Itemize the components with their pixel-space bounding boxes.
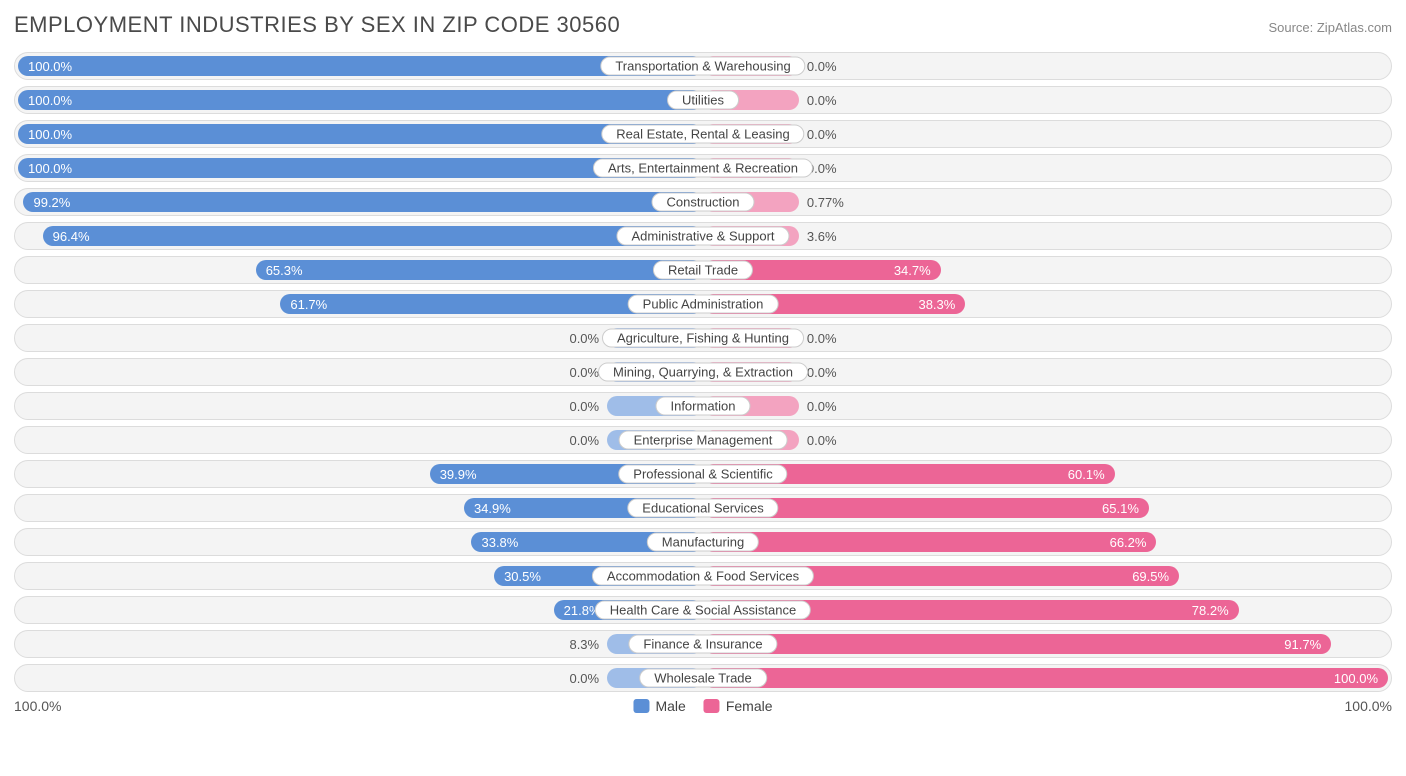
chart-row: 33.8% 66.2% Manufacturing [14, 528, 1392, 556]
category-label: Health Care & Social Assistance [595, 601, 811, 620]
value-male: 100.0% [28, 161, 72, 176]
category-label: Agriculture, Fishing & Hunting [602, 329, 804, 348]
chart-row: 0.0% 100.0% Utilities [14, 86, 1392, 114]
value-male: 34.9% [474, 501, 511, 516]
value-female: 0.77% [807, 192, 844, 212]
value-female: 0.0% [807, 90, 837, 110]
bar-female: 66.2% [703, 532, 1156, 552]
chart-header: EMPLOYMENT INDUSTRIES BY SEX IN ZIP CODE… [14, 12, 1392, 38]
value-female: 91.7% [1284, 637, 1321, 652]
bar-male: 100.0% [18, 124, 703, 144]
value-female: 3.6% [807, 226, 837, 246]
chart-legend: Male Female [633, 698, 772, 714]
chart-row: 21.8%78.2%Health Care & Social Assistanc… [14, 596, 1392, 624]
axis-label-right: 100.0% [1345, 698, 1392, 714]
chart-row: 8.3% 91.7% Finance & Insurance [14, 630, 1392, 658]
bar-female: 100.0% [703, 668, 1388, 688]
value-male: 100.0% [28, 127, 72, 142]
value-male: 0.0% [569, 668, 599, 688]
value-female: 65.1% [1102, 501, 1139, 516]
chart-row: 0.77% 99.2% Construction [14, 188, 1392, 216]
category-label: Educational Services [627, 499, 778, 518]
chart-row: 0.0% 0.0%Agriculture, Fishing & Hunting [14, 324, 1392, 352]
value-male: 96.4% [53, 229, 90, 244]
chart-row: 39.9% 60.1% Professional & Scientific [14, 460, 1392, 488]
value-female: 100.0% [1334, 671, 1378, 686]
chart-row: 0.0% 0.0%Mining, Quarrying, & Extraction [14, 358, 1392, 386]
chart-row: 0.0%100.0%Arts, Entertainment & Recreati… [14, 154, 1392, 182]
value-male: 0.0% [569, 362, 599, 382]
value-male: 65.3% [266, 263, 303, 278]
value-female: 0.0% [807, 430, 837, 450]
chart-row: 0.0% 100.0% Wholesale Trade [14, 664, 1392, 692]
diverging-bar-chart: 0.0%100.0%Transportation & Warehousing0.… [14, 52, 1392, 692]
chart-footer: 100.0% Male Female 100.0% [14, 698, 1392, 720]
category-label: Retail Trade [653, 261, 753, 280]
category-label: Professional & Scientific [618, 465, 787, 484]
value-male: 30.5% [504, 569, 541, 584]
value-female: 78.2% [1192, 603, 1229, 618]
category-label: Construction [652, 193, 755, 212]
category-label: Public Administration [628, 295, 779, 314]
value-female: 0.0% [807, 362, 837, 382]
chart-row: 0.0% 100.0% Transportation & Warehousing [14, 52, 1392, 80]
value-male: 0.0% [569, 430, 599, 450]
value-male: 100.0% [28, 59, 72, 74]
chart-source: Source: ZipAtlas.com [1268, 20, 1392, 35]
legend-item: Female [704, 698, 773, 714]
value-female: 34.7% [894, 263, 931, 278]
value-female: 0.0% [807, 124, 837, 144]
chart-row: 61.7% 38.3% Public Administration [14, 290, 1392, 318]
chart-row: 0.0% 0.0% Information [14, 392, 1392, 420]
category-label: Finance & Insurance [628, 635, 777, 654]
category-label: Real Estate, Rental & Leasing [601, 125, 804, 144]
value-female: 60.1% [1068, 467, 1105, 482]
category-label: Manufacturing [647, 533, 759, 552]
value-female: 69.5% [1132, 569, 1169, 584]
value-female: 66.2% [1110, 535, 1147, 550]
category-label: Mining, Quarrying, & Extraction [598, 363, 808, 382]
value-male: 61.7% [290, 297, 327, 312]
chart-row: 3.6% 96.4% Administrative & Support [14, 222, 1392, 250]
value-female: 38.3% [918, 297, 955, 312]
value-male: 0.0% [569, 396, 599, 416]
value-male: 0.0% [569, 328, 599, 348]
chart-row: 0.0% 100.0% Real Estate, Rental & Leasing [14, 120, 1392, 148]
bar-male: 96.4% [43, 226, 703, 246]
category-label: Enterprise Management [619, 431, 788, 450]
category-label: Wholesale Trade [639, 669, 767, 688]
value-male: 8.3% [569, 634, 599, 654]
chart-row: 34.9% 65.1% Educational Services [14, 494, 1392, 522]
value-male: 100.0% [28, 93, 72, 108]
chart-row: 30.5% 69.5% Accommodation & Food Services [14, 562, 1392, 590]
legend-item: Male [633, 698, 685, 714]
value-male: 99.2% [33, 195, 70, 210]
legend-swatch [633, 699, 649, 713]
category-label: Transportation & Warehousing [600, 57, 805, 76]
chart-row: 0.0% 0.0% Enterprise Management [14, 426, 1392, 454]
bar-female: 91.7% [703, 634, 1331, 654]
category-label: Accommodation & Food Services [592, 567, 814, 586]
value-female: 0.0% [807, 396, 837, 416]
bar-male: 65.3% [256, 260, 703, 280]
legend-swatch [704, 699, 720, 713]
category-label: Administrative & Support [616, 227, 789, 246]
value-female: 0.0% [807, 56, 837, 76]
axis-label-left: 100.0% [14, 698, 61, 714]
chart-title: EMPLOYMENT INDUSTRIES BY SEX IN ZIP CODE… [14, 12, 620, 38]
bar-male: 100.0% [18, 90, 703, 110]
chart-row: 65.3% 34.7% Retail Trade [14, 256, 1392, 284]
value-male: 33.8% [481, 535, 518, 550]
value-female: 0.0% [807, 328, 837, 348]
category-label: Utilities [667, 91, 739, 110]
category-label: Information [655, 397, 750, 416]
value-male: 39.9% [440, 467, 477, 482]
category-label: Arts, Entertainment & Recreation [593, 159, 813, 178]
bar-male: 99.2% [23, 192, 703, 212]
